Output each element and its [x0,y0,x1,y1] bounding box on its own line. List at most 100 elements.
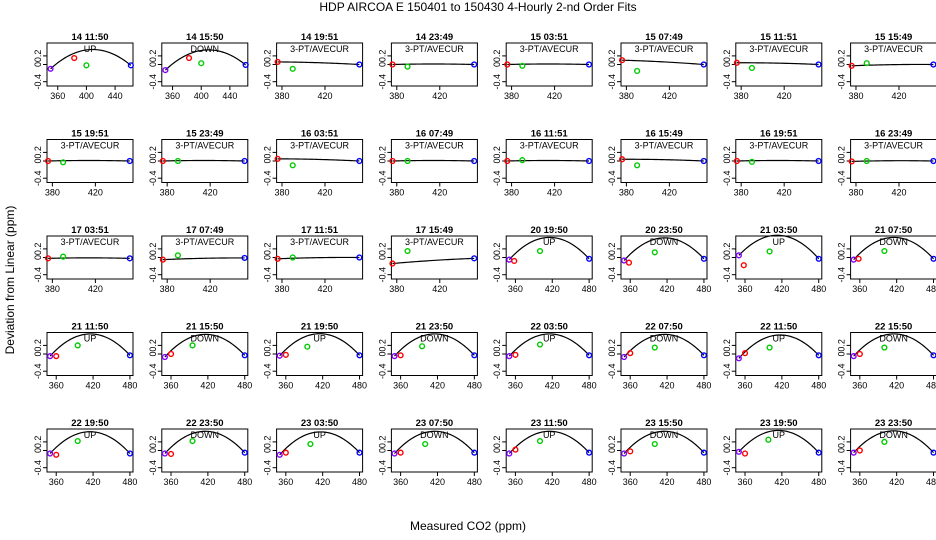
x-tick-label: 380 [160,188,175,198]
data-point [735,448,742,455]
y-tick-label: 0.2 [607,243,617,256]
x-tick-label: 380 [274,91,289,101]
panel-title: 22 23:50 [186,418,224,429]
data-point [651,344,658,351]
panel-mode-label: DOWN [420,430,449,440]
x-tick-label: 480 [582,477,597,487]
y-tick-label: 0 [837,351,847,356]
data-point [815,255,822,262]
data-point [471,61,478,68]
panel: 17 03:513-PT/AVECUR -0.4 00.2 380 420 [33,225,134,294]
data-point [511,257,518,265]
data-point [397,449,404,456]
data-point [274,255,281,262]
x-tick-label: 420 [86,381,101,391]
fit-curve [623,333,705,358]
panel-mode-label: 3-PT/AVECUR [290,141,349,151]
y-tick-label: 0 [263,62,273,67]
data-point [189,342,196,349]
data-point [44,255,52,262]
fit-curve [851,63,934,67]
y-tick-label: -0.4 [722,170,732,186]
data-point [276,352,283,359]
data-point [242,61,249,69]
panel-title: 21 19:50 [301,322,339,333]
y-tick-label: -0.4 [722,74,732,90]
panel-mode-label: 3-PT/AVECUR [405,237,464,247]
fit-curve [623,430,705,454]
x-tick-label: 420 [545,381,560,391]
data-point [700,255,708,262]
y-tick-label: -0.4 [148,460,158,476]
y-tick-label: 0 [33,351,43,356]
panel-mode-label: 3-PT/AVECUR [405,141,464,151]
y-tick-label: 0 [837,62,847,67]
data-point [47,65,54,72]
panel-title: 15 15:49 [875,32,913,43]
fit-curve [394,333,475,357]
fit-curve [851,160,934,163]
data-point [289,162,296,169]
y-tick-label: -0.4 [377,267,387,283]
panel-mode-label: DOWN [191,334,220,344]
x-tick-label: 420 [88,188,103,198]
y-tick-label: -0.4 [607,74,617,90]
y-tick-label: 0.2 [607,146,617,159]
y-tick-label: 0.2 [722,50,732,63]
x-tick-label: 440 [222,91,237,101]
data-point [356,157,363,165]
panel-title: 23 15:50 [645,418,683,429]
x-tick-label: 360 [852,381,867,391]
fit-curve [853,333,934,357]
y-tick-label: -0.4 [263,460,273,476]
x-tick-label: 480 [696,477,711,487]
data-point [634,67,641,75]
y-tick-label: 0.2 [492,50,502,63]
x-tick-label: 380 [274,284,289,294]
panel-title: 14 11:50 [72,32,109,43]
panel-mode-label: 3-PT/AVECUR [749,44,808,54]
y-tick-label: 0.2 [33,436,43,449]
data-point [741,450,749,457]
y-tick-label: -0.4 [492,170,502,186]
panel-mode-label: DOWN [650,237,679,247]
fit-curve [49,431,131,454]
data-point [74,437,81,445]
data-point [241,254,248,262]
fit-curve [164,430,246,454]
panel-title: 22 15:50 [875,322,913,333]
x-tick-label: 420 [317,91,332,101]
x-tick-label: 360 [623,477,638,487]
x-tick-label: 480 [352,477,367,487]
data-point [504,157,511,165]
panel-title: 23 19:50 [760,418,798,429]
y-tick-label: 0.2 [377,243,387,256]
y-tick-label: 0 [837,255,847,260]
x-tick-label: 420 [547,188,562,198]
x-tick-label: 420 [889,381,904,391]
fit-curve [508,333,590,357]
y-tick-label: -0.4 [148,74,158,90]
y-tick-label: 0 [607,351,617,356]
y-tick-label: 0 [148,351,158,356]
panel: 14 19:513-PT/AVECUR -0.4 00.2 380 420 [263,32,364,101]
panel: 15 11:513-PT/AVECUR -0.4 00.2 380 420 [722,32,823,101]
data-point [198,60,205,67]
fit-curve [508,236,590,261]
panel-mode-label: 3-PT/AVECUR [520,44,579,54]
data-point [748,158,756,165]
y-tick-label: 0 [33,448,43,453]
x-tick-label: 420 [432,284,447,294]
data-point [471,352,478,359]
data-point [241,157,248,165]
x-tick-label: 420 [547,91,562,101]
data-point [167,450,175,458]
x-tick-label: 380 [389,188,404,198]
x-tick-label: 420 [317,284,332,294]
y-tick-label: 0 [722,62,732,67]
data-point [735,355,742,362]
